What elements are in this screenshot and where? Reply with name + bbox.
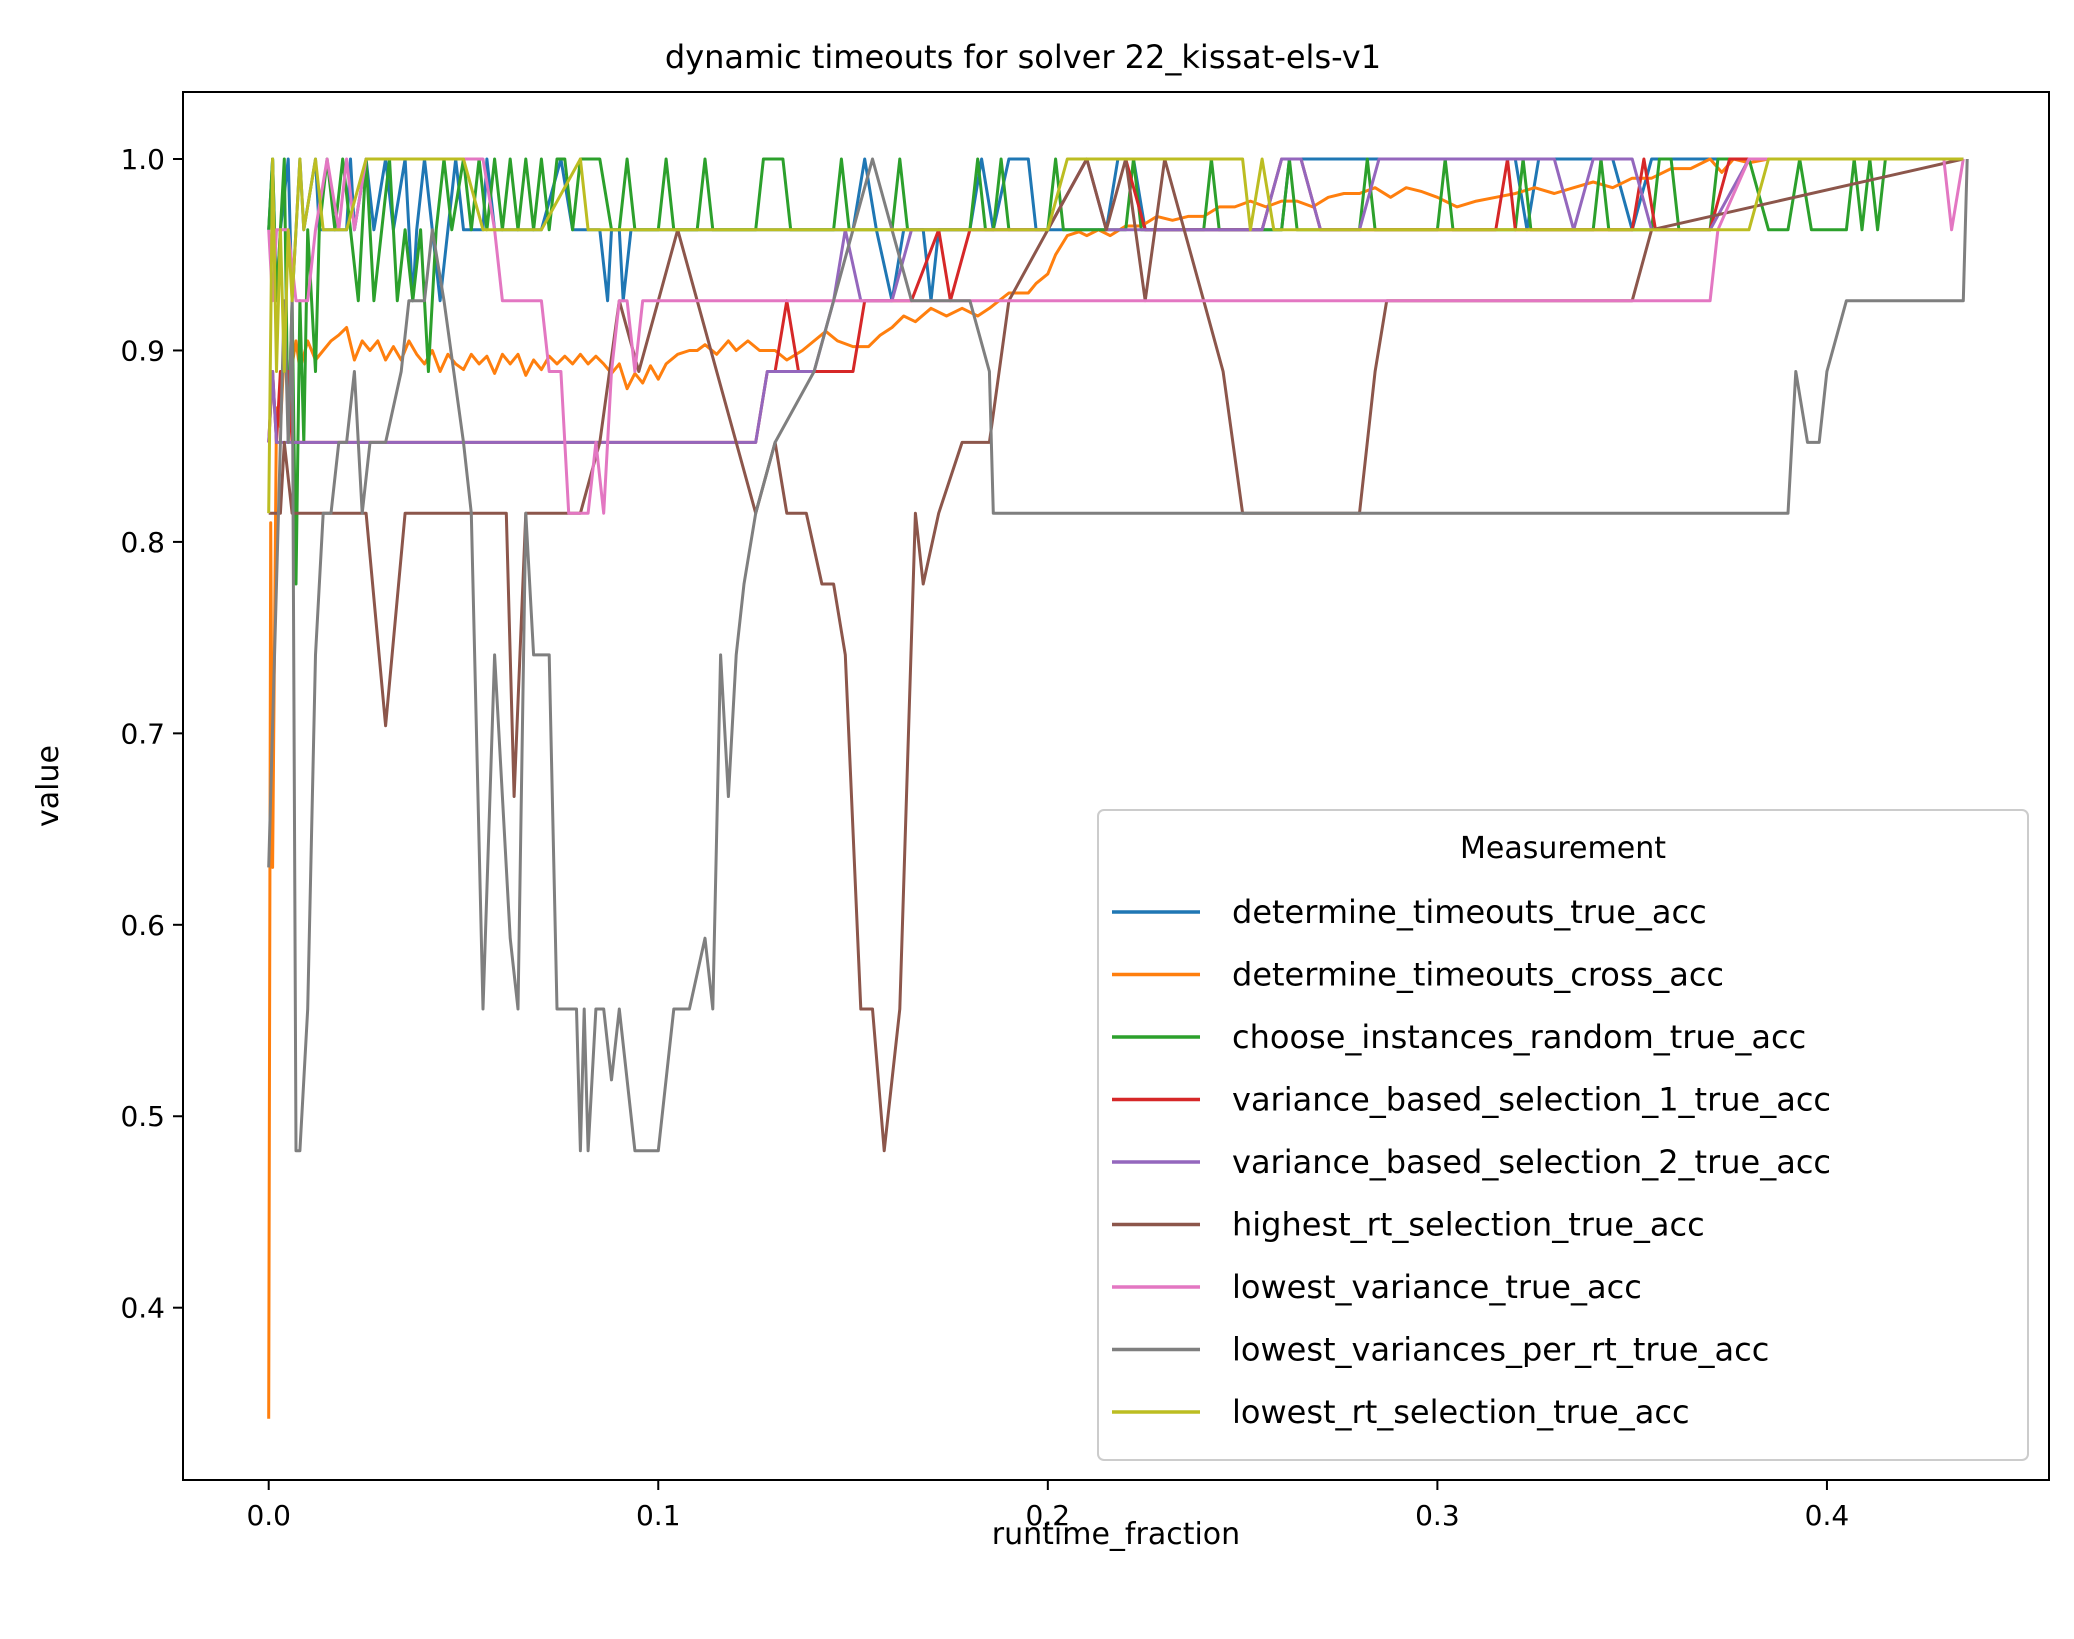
y-axis-label: value — [31, 745, 66, 827]
x-axis: 0.0 0.1 0.2 0.3 0.4 — [246, 1480, 1849, 1532]
legend-label: lowest_rt_selection_true_acc — [1232, 1393, 1690, 1431]
y-tick-label: 1.0 — [120, 143, 165, 176]
x-tick-label: 0.2 — [1026, 1499, 1071, 1532]
chart-title: dynamic timeouts for solver 22_kissat-el… — [665, 38, 1381, 76]
y-tick-label: 0.5 — [120, 1100, 165, 1133]
y-axis: 0.4 0.5 0.6 0.7 0.8 0.9 1.0 — [120, 143, 183, 1325]
legend-label: determine_timeouts_cross_acc — [1232, 956, 1724, 994]
y-tick-label: 0.7 — [120, 717, 165, 750]
legend-label: choose_instances_random_true_acc — [1232, 1018, 1806, 1056]
legend-label: variance_based_selection_1_true_acc — [1232, 1081, 1831, 1119]
x-tick-label: 0.0 — [246, 1499, 291, 1532]
y-tick-label: 0.6 — [120, 909, 165, 942]
legend-label: lowest_variance_true_acc — [1232, 1268, 1642, 1306]
legend-label: lowest_variances_per_rt_true_acc — [1232, 1331, 1769, 1369]
series-line-lowest_rt_selection_true_acc — [267, 157, 1964, 514]
legend-title: Measurement — [1460, 831, 1666, 866]
legend-box — [1097, 809, 2029, 1461]
series-line-highest_rt_selection_true_acc — [268, 157, 1964, 1153]
x-tick-label: 0.1 — [636, 1499, 681, 1532]
series-line-lowest_variances_per_rt_true_acc — [267, 157, 1969, 1153]
legend-label: variance_based_selection_2_true_acc — [1232, 1143, 1831, 1181]
y-tick-label: 0.4 — [120, 1292, 165, 1325]
plot-frame — [182, 91, 2050, 1481]
y-tick-label: 0.9 — [120, 334, 165, 367]
x-tick-label: 0.4 — [1805, 1499, 1850, 1532]
y-tick-label: 0.8 — [120, 526, 165, 559]
x-tick-label: 0.3 — [1415, 1499, 1460, 1532]
x-axis-label: runtime_fraction — [992, 1517, 1240, 1552]
series-line-determine_timeouts_cross_acc — [267, 157, 1964, 1419]
legend: Measurement determine_timeouts_true_accd… — [1097, 809, 2029, 1461]
legend-label: determine_timeouts_true_acc — [1232, 893, 1707, 931]
legend-label: highest_rt_selection_true_acc — [1232, 1206, 1705, 1244]
series-layer — [267, 157, 1969, 1419]
